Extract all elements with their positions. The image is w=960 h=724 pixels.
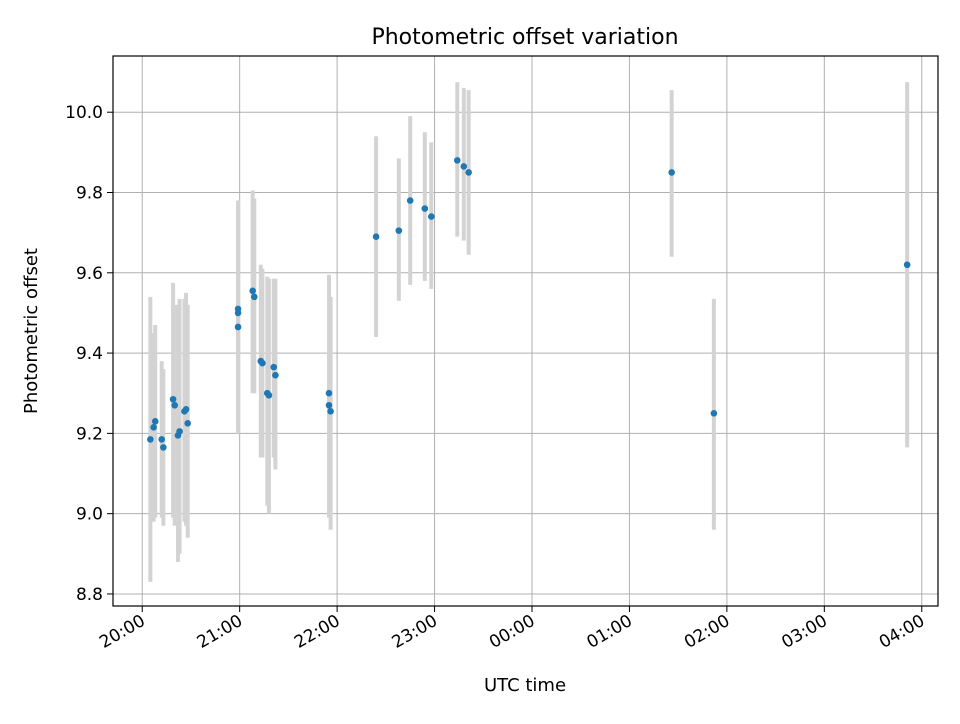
- data-point: [270, 363, 278, 371]
- y-axis-label: Photometric offset: [21, 248, 42, 414]
- x-tick-label: 22:00: [291, 611, 343, 653]
- x-tick-label: 00:00: [486, 611, 538, 653]
- data-point: [234, 323, 242, 331]
- data-point: [903, 261, 911, 269]
- x-tick-label: 04:00: [876, 611, 928, 653]
- x-tick-label: 21:00: [194, 611, 246, 653]
- data-point: [234, 305, 242, 313]
- data-point: [176, 428, 183, 435]
- data-point: [325, 401, 333, 409]
- grid: [113, 56, 938, 606]
- data-point: [160, 444, 167, 451]
- plot-frame: [112, 55, 939, 607]
- data-point: [182, 405, 190, 413]
- y-tick-label: 9.0: [76, 505, 103, 525]
- x-tick-label: 01:00: [584, 611, 636, 653]
- data-point: [250, 293, 258, 301]
- x-axis-label: UTC time: [484, 675, 566, 696]
- data-point: [465, 169, 472, 176]
- x-axis-ticks: 20:00 21:00 22:00 23:00 00:00 01:00 02:00 03:00…: [96, 606, 928, 653]
- data-point: [325, 389, 333, 397]
- data-point: [668, 169, 675, 176]
- data-point: [169, 395, 177, 403]
- x-tick-label: 20:00: [96, 611, 148, 653]
- x-tick-label: 02:00: [681, 611, 733, 653]
- data-point: [259, 359, 266, 367]
- data-point: [453, 157, 461, 164]
- x-tick-label: 03:00: [778, 611, 830, 653]
- data-point: [460, 163, 468, 170]
- y-axis-ticks: 8.8 9.0 9.2 9.4 9.6 9.8 10.0: [65, 103, 113, 605]
- data-point: [421, 205, 429, 212]
- data-point: [395, 227, 403, 234]
- y-tick-label: 8.8: [76, 585, 103, 605]
- data-points: [147, 157, 911, 451]
- data-point: [158, 436, 166, 443]
- data-point: [710, 409, 718, 417]
- data-point: [406, 197, 414, 204]
- data-point: [184, 420, 192, 427]
- data-point: [428, 213, 435, 220]
- y-tick-label: 9.4: [76, 344, 103, 364]
- y-tick-label: 10.0: [65, 103, 103, 123]
- y-tick-label: 9.8: [76, 183, 103, 203]
- data-point: [272, 371, 279, 379]
- data-point: [372, 233, 380, 240]
- x-tick-label: 23:00: [389, 611, 441, 653]
- data-point: [171, 401, 179, 409]
- y-tick-label: 9.2: [76, 424, 103, 444]
- data-point: [150, 424, 157, 431]
- data-point: [249, 287, 256, 295]
- data-point: [327, 407, 334, 415]
- data-point: [151, 418, 159, 425]
- chart-title: Photometric offset variation: [371, 25, 678, 50]
- data-point: [147, 436, 154, 443]
- y-tick-label: 9.6: [76, 264, 103, 284]
- data-point: [265, 391, 273, 399]
- error-bars: [148, 82, 910, 582]
